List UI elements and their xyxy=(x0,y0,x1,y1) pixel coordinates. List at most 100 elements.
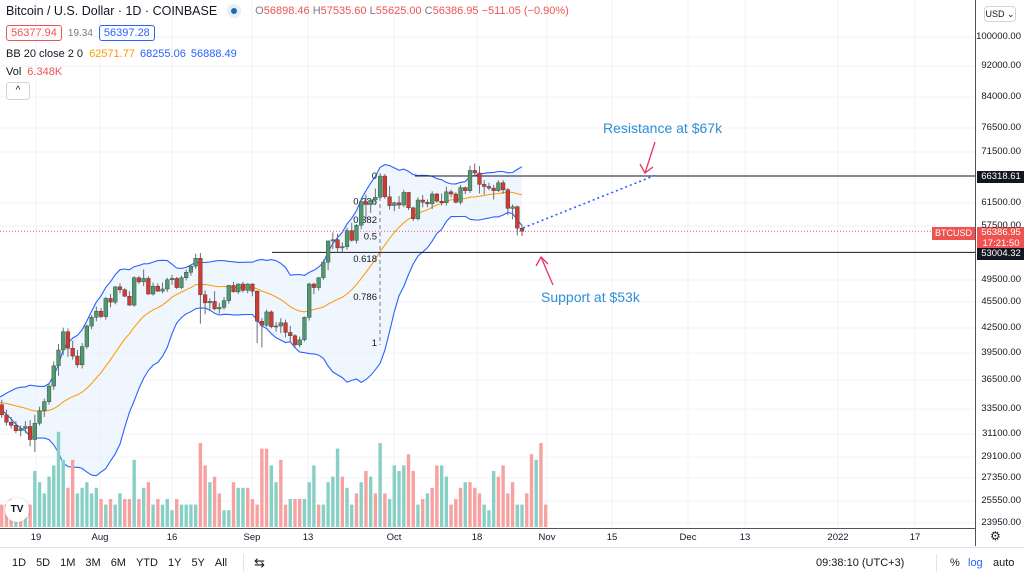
time-axis-label: 16 xyxy=(166,532,178,543)
settings-gear-icon[interactable]: ⚙ xyxy=(990,529,1001,543)
volume-bar xyxy=(487,510,491,527)
clock[interactable]: 09:38:10 (UTC+3) xyxy=(816,556,905,569)
volume-bar xyxy=(42,493,46,527)
candle-body xyxy=(89,317,94,327)
volume-bar xyxy=(127,499,132,527)
candle-body xyxy=(136,277,141,283)
fib-level-label: 0.5 xyxy=(364,232,377,243)
volume-bar xyxy=(449,504,453,527)
symbol-title[interactable]: Bitcoin / U.S. Dollar · 1D · COINBASE xyxy=(6,4,218,18)
volume-bar xyxy=(189,504,193,527)
candle-body xyxy=(46,385,52,402)
volume-bar xyxy=(146,482,151,527)
candle-body xyxy=(510,206,515,209)
volume-bar xyxy=(539,443,543,527)
range-5y[interactable]: 5Y xyxy=(191,556,205,569)
candle-body xyxy=(236,283,241,293)
volume-bar xyxy=(350,504,354,527)
price-axis-label: 49500.00 xyxy=(981,274,1021,285)
range-6m[interactable]: 6M xyxy=(110,556,126,569)
volume-bar xyxy=(156,499,160,527)
collapse-legend-button[interactable]: ^ xyxy=(6,82,30,100)
candle-body xyxy=(515,206,520,229)
currency-button[interactable]: USD ⌄ xyxy=(984,6,1016,22)
range-1d[interactable]: 1D xyxy=(12,556,27,569)
price-axis[interactable]: USD ⌄ 66318.61 56386.95 17:21:50 53004.3… xyxy=(975,0,1024,546)
candle-body xyxy=(4,414,9,423)
range-all[interactable]: All xyxy=(214,556,228,569)
candle-body xyxy=(519,227,525,232)
range-ytd[interactable]: YTD xyxy=(135,556,158,569)
candle-body xyxy=(174,278,179,288)
bb-lower-line xyxy=(0,211,523,477)
range-3m[interactable]: 3M xyxy=(85,556,101,569)
volume-bar xyxy=(302,499,307,527)
candle-body xyxy=(344,230,350,247)
volume-bar xyxy=(89,493,94,527)
volume-indicator-legend[interactable]: Vol 6.348K xyxy=(6,66,62,78)
candle-body xyxy=(117,286,123,290)
vol-value: 6.348K xyxy=(27,66,63,78)
candle-body xyxy=(207,301,212,304)
candle-body xyxy=(264,311,269,326)
price-axis-label: 92000.00 xyxy=(981,60,1021,71)
log-scale-toggle[interactable]: log xyxy=(968,556,983,569)
vol-label: Vol xyxy=(6,66,22,78)
volume-bar xyxy=(378,443,382,527)
bb-indicator-legend[interactable]: BB 20 close 2 0 62571.77 68255.06 56888.… xyxy=(6,48,242,60)
volume-bar xyxy=(264,448,269,527)
candle-body xyxy=(98,310,104,317)
range-5d[interactable]: 5D xyxy=(36,556,51,569)
calendar-goto-icon[interactable]: ⇆ xyxy=(254,554,266,570)
auto-scale-toggle[interactable]: auto xyxy=(993,556,1015,569)
volume-bar xyxy=(56,431,61,527)
candle-body xyxy=(458,187,463,203)
volume-bar xyxy=(506,493,510,527)
volume-bar xyxy=(454,499,458,527)
candle-body xyxy=(250,283,255,292)
time-axis[interactable]: 19 Aug 16 Sep 13 Oct 18 Nov 15 Dec 13 2022 17 xyxy=(0,528,975,547)
trade-buttons: 56377.94 19.34 56397.28 xyxy=(6,25,155,41)
candle-body xyxy=(94,310,99,318)
volume-bar xyxy=(463,482,467,527)
candle-body xyxy=(65,331,71,349)
volume-bar xyxy=(132,459,136,527)
volume-bar xyxy=(520,504,524,527)
volume-bar xyxy=(416,504,420,527)
candle-body xyxy=(56,349,61,366)
bb-basis-line xyxy=(0,191,523,412)
candle-body xyxy=(491,187,496,191)
buy-button[interactable]: 56397.28 xyxy=(98,25,155,41)
fib-level-label: 0 xyxy=(372,171,377,182)
volume-bar xyxy=(326,482,330,527)
time-axis-label: Sep xyxy=(243,532,261,543)
volume-bar xyxy=(473,487,477,527)
price-axis-label: 33500.00 xyxy=(981,403,1021,414)
volume-bar xyxy=(80,487,84,527)
volume-bar xyxy=(406,454,411,527)
volume-bar xyxy=(241,487,245,527)
price-axis-label: 36500.00 xyxy=(981,374,1021,385)
fib-level-label: 0.618 xyxy=(353,254,377,265)
price-axis-label: 84000.00 xyxy=(981,91,1021,102)
percent-scale-toggle[interactable]: % xyxy=(950,556,960,569)
candle-body xyxy=(406,192,411,209)
volume-bar xyxy=(118,493,122,527)
volume-bar xyxy=(70,459,75,527)
candle-body xyxy=(496,182,501,191)
volume-bar xyxy=(99,499,103,527)
candle-body xyxy=(467,170,473,191)
candle-body xyxy=(453,193,458,203)
volume-bar xyxy=(198,443,203,527)
price-axis-label: 31100.00 xyxy=(982,428,1021,439)
candle-body xyxy=(292,335,298,346)
candle-body xyxy=(84,325,89,347)
range-1m[interactable]: 1M xyxy=(60,556,76,569)
sell-button[interactable]: 56377.94 xyxy=(6,25,62,41)
candle-body xyxy=(307,283,312,318)
candle-body xyxy=(255,290,260,322)
candle-body xyxy=(349,230,354,241)
range-1y[interactable]: 1Y xyxy=(167,556,182,569)
tradingview-logo[interactable]: TV xyxy=(5,498,29,522)
